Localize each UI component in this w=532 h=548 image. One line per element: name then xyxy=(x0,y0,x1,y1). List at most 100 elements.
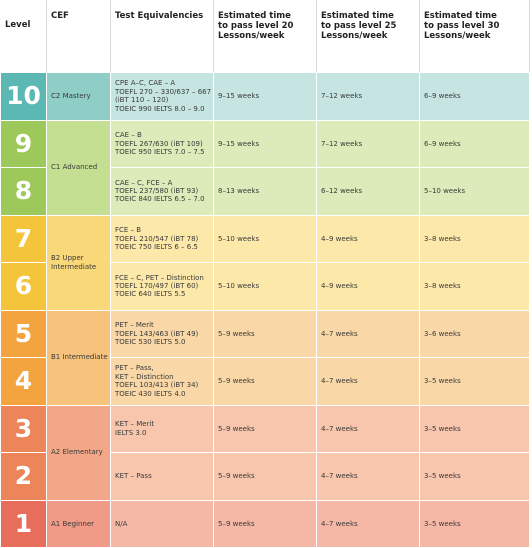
test-equivalencies: FCE – B TOEFL 210/547 (iBT 78) TOEIC 750 I… xyxy=(110,214,214,263)
estimated-time: 4–7 weeks xyxy=(316,357,420,406)
table-body: 10 C2 Mastery CPE A–C, CAE – A TOEFL 270 – … xyxy=(0,72,530,548)
cef-level: A2 Elementary xyxy=(46,404,111,501)
text-line: TOEFL 210/547 (iBT 78) xyxy=(115,234,199,243)
text-line: Level xyxy=(5,20,31,30)
estimated-time: 5–9 weeks xyxy=(213,309,317,358)
estimated-time: 5–10 weeks xyxy=(213,214,317,263)
level-number: 5 xyxy=(0,309,47,358)
text-line: PET – Pass, xyxy=(115,364,154,373)
test-equivalencies: N/A xyxy=(110,499,214,548)
level-row: 3 A2 Elementary KET – Merit IELTS 3.0 5–9 we… xyxy=(0,404,530,501)
estimated-time: 6–9 weeks xyxy=(419,119,530,168)
text-line: to pass level 20 xyxy=(218,21,294,31)
estimated-time: 5–9 weeks xyxy=(213,404,317,453)
estimated-time: 4–9 weeks xyxy=(316,262,420,311)
level-row: 2 KET – Pass 5–9 weeks 4–7 weeks 3–5 weeks xyxy=(0,452,530,501)
estimated-time: 5–9 weeks xyxy=(213,452,317,501)
cef-level: C1 Advanced xyxy=(46,119,111,216)
estimated-time: 7–12 weeks xyxy=(316,72,420,121)
text-line: PET – Merit xyxy=(115,321,154,330)
level-number: 2 xyxy=(0,452,47,501)
test-equivalencies: KET – Merit IELTS 3.0 xyxy=(110,404,214,453)
cef-level: B1 Intermediate xyxy=(46,309,111,406)
level-row: 6 FCE – C, PET – Distinction TOEFL 170/497… xyxy=(0,262,530,311)
cef-level: B2 Upper Intermediate xyxy=(46,214,111,311)
level-number: 9 xyxy=(0,119,47,168)
text-line: IELTS 3.0 xyxy=(115,428,147,437)
estimated-time: 4–7 weeks xyxy=(316,404,420,453)
level-number: 4 xyxy=(0,357,47,406)
text-line: KET – Distinction xyxy=(115,372,174,381)
text-line: CAE – B xyxy=(115,131,142,140)
level-number: 7 xyxy=(0,214,47,263)
text-line: CAE – C, FCE – A xyxy=(115,178,173,187)
estimated-time: 4–9 weeks xyxy=(316,214,420,263)
level-row: 8 CAE – C, FCE – A TOEFL 237/580 (iBT 93) T… xyxy=(0,167,530,216)
estimated-time: 3–5 weeks xyxy=(419,499,530,548)
estimated-time: 4–7 weeks xyxy=(316,309,420,358)
estimated-time: 3–5 weeks xyxy=(419,452,530,501)
text-line: Test Equivalencies xyxy=(115,11,204,21)
level-row: 7 B2 Upper Intermediate FCE – B TOEFL 210/5… xyxy=(0,214,530,311)
estimated-time: 6–9 weeks xyxy=(419,72,530,121)
column-header: Level xyxy=(0,0,47,73)
estimated-time: 3–8 weeks xyxy=(419,262,530,311)
column-header: Estimated time to pass level 25 Lessons/we… xyxy=(316,0,420,73)
level-number: 6 xyxy=(0,262,47,311)
level-number: 8 xyxy=(0,167,47,216)
text-line: TOEFL 270 – 330/637 – 667 xyxy=(115,87,212,96)
test-equivalencies: FCE – C, PET – Distinction TOEFL 170/497 … xyxy=(110,262,214,311)
column-header: CEF xyxy=(46,0,111,73)
estimated-time: 8–13 weeks xyxy=(213,167,317,216)
test-equivalencies: CAE – C, FCE – A TOEFL 237/580 (iBT 93) TO… xyxy=(110,167,214,216)
estimated-time: 5–9 weeks xyxy=(213,499,317,548)
estimated-time: 3–8 weeks xyxy=(419,214,530,263)
text-line: N/A xyxy=(115,519,128,528)
text-line: TOEFL 267/630 (iBT 109) xyxy=(115,139,203,148)
estimated-time: 4–7 weeks xyxy=(316,499,420,548)
cef-level: A1 Beginner xyxy=(46,499,111,548)
estimated-time: 9–15 weeks xyxy=(213,72,317,121)
test-equivalencies: PET – Pass, KET – Distinction TOEFL 103/41… xyxy=(110,357,214,406)
estimated-time: 5–10 weeks xyxy=(213,262,317,311)
text-line: CPE A–C, CAE – A xyxy=(115,79,176,88)
text-line: Estimated time xyxy=(321,11,394,21)
level-number: 1 xyxy=(0,499,47,548)
text-line: to pass level 30 xyxy=(424,21,500,31)
estimated-time: 3–5 weeks xyxy=(419,404,530,453)
text-line: TOEFL 237/580 (iBT 93) xyxy=(115,187,199,196)
text-line: TOEFL 103/413 (iBT 34) xyxy=(115,381,199,390)
estimated-time: 3–5 weeks xyxy=(419,357,530,406)
estimated-time: 3–6 weeks xyxy=(419,309,530,358)
estimated-time: 6–12 weeks xyxy=(316,167,420,216)
level-row: 4 PET – Pass, KET – Distinction TOEFL 103/4… xyxy=(0,357,530,406)
estimated-time: 7–12 weeks xyxy=(316,119,420,168)
test-equivalencies: CPE A–C, CAE – A TOEFL 270 – 330/637 – 66… xyxy=(110,72,214,121)
estimated-time: 4–7 weeks xyxy=(316,452,420,501)
cef-level: C2 Mastery xyxy=(46,72,111,121)
column-header: Test Equivalencies xyxy=(110,0,214,73)
level-row: 9 C1 Advanced CAE – B TOEFL 267/630 (iBT 10… xyxy=(0,119,530,216)
column-header: Estimated time to pass level 20 Lessons/we… xyxy=(213,0,317,73)
test-equivalencies: CAE – B TOEFL 267/630 (iBT 109) TOEIC 950 … xyxy=(110,119,214,168)
text-line: TOEIC 840 IELTS 6.5 – 7.0 xyxy=(115,195,205,204)
level-number: 10 xyxy=(0,72,47,121)
text-line: FCE – B xyxy=(115,226,142,235)
text-line: TOEIC 530 IELTS 5.0 xyxy=(115,337,186,346)
text-line: Lessons/week xyxy=(424,31,491,41)
header-row: Level CEF Test Equivalencies Estimated time… xyxy=(0,0,530,73)
text-line: Estimated time xyxy=(424,11,497,21)
text-line: TOEIC 750 IELTS 6 – 6.5 xyxy=(115,242,198,251)
estimated-time: 9–15 weeks xyxy=(213,119,317,168)
estimated-time: 5–9 weeks xyxy=(213,357,317,406)
text-line: to pass level 25 xyxy=(321,21,397,31)
estimated-time: 5–10 weeks xyxy=(419,167,530,216)
test-equivalencies: KET – Pass xyxy=(110,452,214,501)
level-row: 10 C2 Mastery CPE A–C, CAE – A TOEFL 270 – … xyxy=(0,72,530,121)
text-line: Lessons/week xyxy=(321,31,388,41)
text-line: TOEIC 430 IELTS 4.0 xyxy=(115,389,186,398)
level-number: 3 xyxy=(0,404,47,453)
column-header: Estimated time to pass level 30 Lessons/we… xyxy=(419,0,530,73)
